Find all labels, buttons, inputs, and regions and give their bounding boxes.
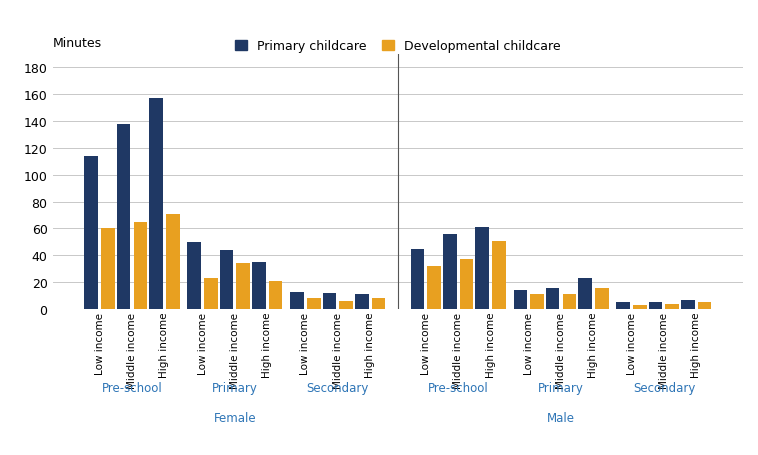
- Bar: [187, 243, 201, 309]
- Bar: [443, 234, 456, 309]
- Text: Pre-school: Pre-school: [428, 381, 489, 394]
- Bar: [204, 278, 218, 309]
- Bar: [428, 267, 441, 309]
- Bar: [492, 241, 506, 309]
- Text: Primary: Primary: [212, 381, 258, 394]
- Bar: [578, 278, 592, 309]
- Bar: [166, 214, 180, 309]
- Bar: [355, 295, 368, 309]
- Bar: [546, 288, 559, 309]
- Bar: [475, 228, 489, 309]
- Text: Pre-school: Pre-school: [102, 381, 162, 394]
- Legend: Primary childcare, Developmental childcare: Primary childcare, Developmental childca…: [230, 35, 566, 58]
- Text: Secondary: Secondary: [633, 381, 695, 394]
- Bar: [101, 229, 114, 309]
- Bar: [698, 303, 712, 309]
- Bar: [252, 263, 265, 309]
- Bar: [371, 298, 385, 309]
- Bar: [307, 298, 321, 309]
- Bar: [269, 281, 283, 309]
- Bar: [220, 250, 233, 309]
- Bar: [681, 300, 695, 309]
- Bar: [290, 292, 304, 309]
- Text: Female: Female: [214, 411, 256, 425]
- Bar: [411, 249, 424, 309]
- Bar: [616, 303, 630, 309]
- Bar: [84, 157, 98, 309]
- Text: Secondary: Secondary: [306, 381, 369, 394]
- Bar: [459, 260, 473, 309]
- Bar: [666, 304, 679, 309]
- Bar: [236, 264, 250, 309]
- Text: Primary: Primary: [538, 381, 584, 394]
- Bar: [531, 295, 544, 309]
- Bar: [149, 99, 163, 309]
- Bar: [133, 222, 147, 309]
- Bar: [649, 303, 662, 309]
- Text: Male: Male: [547, 411, 575, 425]
- Bar: [633, 305, 647, 309]
- Bar: [323, 293, 337, 309]
- Bar: [562, 295, 576, 309]
- Bar: [513, 291, 527, 309]
- Bar: [117, 124, 130, 309]
- Text: Minutes: Minutes: [53, 36, 102, 50]
- Bar: [595, 288, 609, 309]
- Bar: [340, 301, 353, 309]
